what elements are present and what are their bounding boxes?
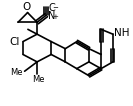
Text: Cl: Cl (10, 37, 20, 47)
Text: Me: Me (10, 68, 23, 77)
Text: N: N (48, 11, 56, 21)
Text: O: O (22, 2, 31, 12)
Text: NH: NH (114, 28, 129, 38)
Text: C: C (48, 3, 55, 13)
Text: +: + (52, 14, 58, 20)
Text: Me: Me (32, 75, 44, 84)
Text: −: − (52, 5, 58, 11)
